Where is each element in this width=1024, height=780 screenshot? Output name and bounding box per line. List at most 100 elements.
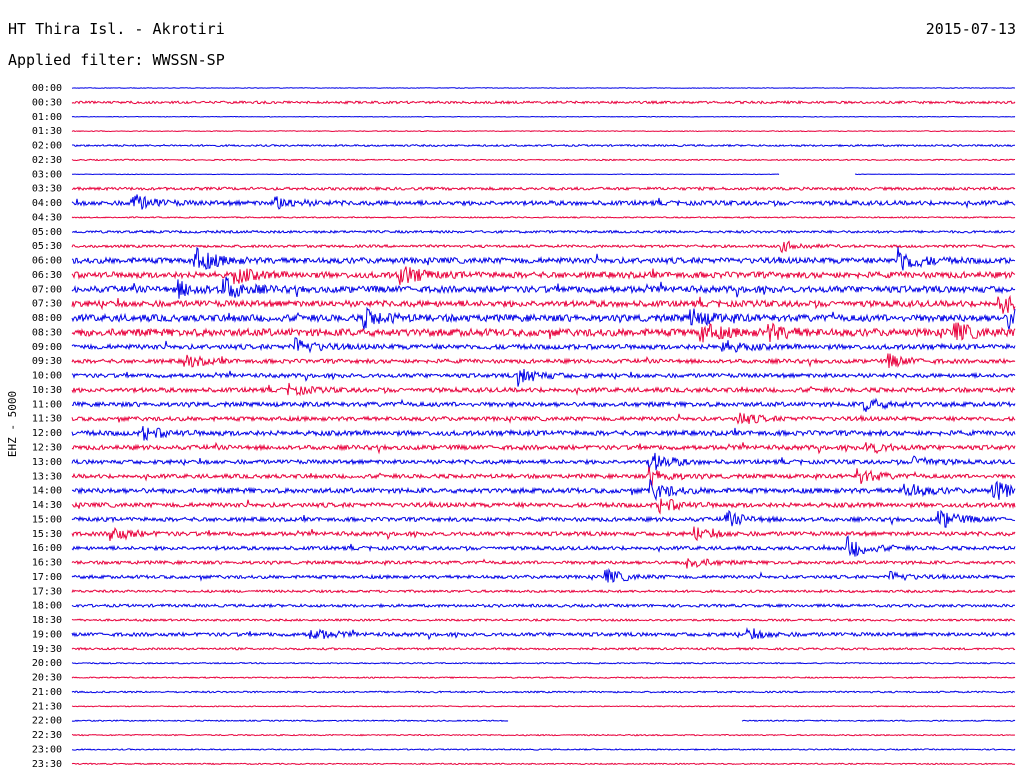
- time-tick-label: 02:00: [32, 141, 62, 152]
- time-tick-label: 16:30: [32, 558, 62, 569]
- time-tick-label: 05:00: [32, 227, 62, 238]
- trace-line: [71, 690, 1016, 694]
- time-tick-label: 04:00: [32, 198, 62, 209]
- trace-line: [71, 294, 1016, 314]
- trace-line: [71, 158, 1016, 162]
- time-tick-label: 22:30: [32, 730, 62, 741]
- trace-line: [71, 535, 1016, 557]
- trace-line: [71, 602, 1015, 609]
- trace-line: [71, 705, 1016, 708]
- time-tick-label: 20:30: [32, 673, 62, 684]
- time-tick-label: 22:00: [32, 716, 62, 727]
- time-tick-label: 11:30: [32, 414, 62, 425]
- time-tick-label: 11:00: [32, 399, 62, 410]
- trace-line: [71, 762, 1016, 766]
- time-tick-label: 08:30: [32, 327, 62, 338]
- trace-line: [71, 337, 1016, 354]
- trace-line: [71, 87, 1015, 89]
- trace-line: [71, 115, 1016, 118]
- time-tick-label: 16:00: [32, 543, 62, 554]
- trace-line: [71, 266, 1016, 285]
- time-tick-label: 07:30: [32, 299, 62, 310]
- time-tick-label: 10:30: [32, 385, 62, 396]
- time-tick-label: 08:00: [32, 313, 62, 324]
- time-tick-label: 13:30: [32, 471, 62, 482]
- trace-line: [71, 229, 1016, 235]
- time-tick-label: 19:30: [32, 644, 62, 655]
- time-tick-label: 00:00: [32, 83, 62, 94]
- trace-line: [71, 661, 1016, 665]
- channel-label: EHZ - 5000: [6, 391, 19, 457]
- time-tick-label: 01:30: [32, 126, 62, 137]
- trace-line: [71, 412, 1016, 425]
- time-tick-label: 15:30: [32, 529, 62, 540]
- trace-line: [71, 618, 1016, 622]
- time-tick-label: 06:30: [32, 270, 62, 281]
- trace-line: [71, 322, 1016, 343]
- time-tick-label: 04:30: [32, 212, 62, 223]
- time-tick-label: 23:00: [32, 744, 62, 755]
- trace-line: [71, 194, 1016, 210]
- trace-line: [71, 526, 1016, 542]
- time-tick-label: 01:00: [32, 112, 62, 123]
- time-tick-label: 17:00: [32, 572, 62, 583]
- trace-line: [71, 99, 1016, 105]
- time-tick-label: 06:00: [32, 256, 62, 267]
- trace-line: [71, 498, 1016, 515]
- trace-line: [71, 397, 1016, 412]
- trace-line: [71, 646, 1016, 651]
- time-tick-label: 13:00: [32, 457, 62, 468]
- time-tick-label: 02:30: [32, 155, 62, 166]
- station-title: HT Thira Isl. - Akrotiri: [8, 20, 225, 38]
- trace-line: [71, 719, 1016, 723]
- trace-group: [71, 87, 1016, 766]
- trace-line: [71, 452, 1016, 471]
- time-tick-label: 12:30: [32, 443, 62, 454]
- time-tick-label: 19:00: [32, 629, 62, 640]
- time-tick-label: 03:30: [32, 184, 62, 195]
- trace-line: [71, 558, 1016, 569]
- time-tick-label: 23:30: [32, 759, 62, 770]
- time-tick-label: 14:00: [32, 486, 62, 497]
- trace-line: [71, 382, 1016, 397]
- trace-line: [71, 466, 1016, 487]
- trace-line: [71, 306, 1016, 330]
- trace-line: [71, 240, 1016, 254]
- trace-line: [71, 676, 1016, 679]
- trace-line: [71, 276, 1016, 299]
- trace-line: [71, 588, 1016, 594]
- trace-line: [71, 185, 1016, 192]
- trace-line: [71, 441, 1016, 455]
- trace-line: [71, 130, 1016, 133]
- trace-line: [71, 368, 1016, 387]
- time-tick-label: 05:30: [32, 241, 62, 252]
- trace-line: [71, 353, 1016, 369]
- time-tick-label: 21:00: [32, 687, 62, 698]
- time-tick-label: 21:30: [32, 701, 62, 712]
- trace-line: [71, 426, 1016, 441]
- time-tick-label: 18:30: [32, 615, 62, 626]
- time-tick-label: 09:00: [32, 342, 62, 353]
- trace-line: [71, 509, 1016, 528]
- time-tick-label: 12:00: [32, 428, 62, 439]
- time-tick-label: 10:00: [32, 371, 62, 382]
- trace-line: [71, 567, 1016, 583]
- trace-line: [72, 173, 1016, 176]
- time-tick-label: 18:00: [32, 601, 62, 612]
- filter-label: Applied filter: WWSSN-SP: [8, 51, 225, 69]
- trace-line: [71, 627, 1016, 641]
- time-tick-label: 00:30: [32, 97, 62, 108]
- time-tick-label: 03:00: [32, 169, 62, 180]
- trace-line: [71, 478, 1016, 502]
- time-label-group: 00:00 00:30 01:00 01:30 02:00 02:30 03:00 03:30…: [32, 83, 62, 770]
- trace-line: [71, 733, 1016, 737]
- time-tick-label: 07:00: [32, 284, 62, 295]
- trace-line: [71, 216, 1016, 219]
- record-date: 2015-07-13: [925, 20, 1016, 38]
- time-tick-label: 17:30: [32, 586, 62, 597]
- trace-line: [71, 246, 1016, 271]
- time-tick-label: 20:00: [32, 658, 62, 669]
- time-tick-label: 15:00: [32, 514, 62, 525]
- time-tick-label: 09:30: [32, 356, 62, 367]
